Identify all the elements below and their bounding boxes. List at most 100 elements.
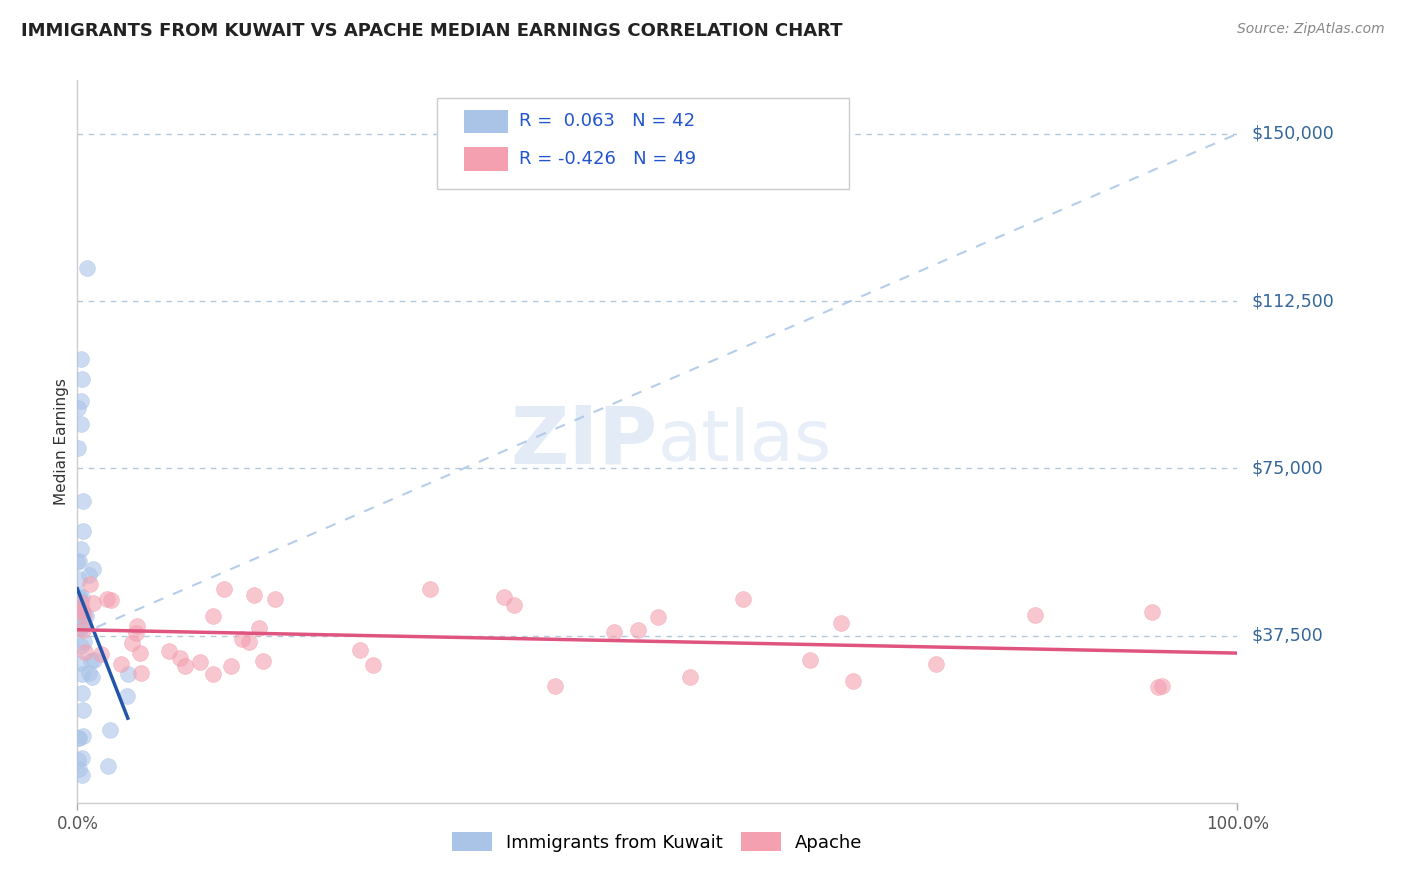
Point (70, 603, 93, 617)
Point (247, 622, 270, 636)
Point (243, 588, 266, 602)
Point (419, 582, 441, 597)
Point (72, 623, 94, 637)
Point (97, 759, 120, 773)
Point (349, 643, 371, 657)
Point (73, 608, 96, 623)
Point (647, 609, 669, 624)
Point (72, 372, 94, 386)
Point (98, 723, 121, 737)
Point (157, 644, 180, 658)
Point (67, 762, 90, 776)
Point (129, 666, 152, 681)
Text: ZIP: ZIP (510, 402, 658, 481)
Point (110, 657, 132, 671)
Point (76, 260, 98, 275)
Text: Source: ZipAtlas.com: Source: ZipAtlas.com (1237, 22, 1385, 37)
Point (70, 590, 93, 604)
Point (66, 441, 89, 455)
FancyBboxPatch shape (464, 110, 508, 133)
Point (72, 494, 94, 508)
Text: atlas: atlas (658, 407, 832, 476)
Point (96, 592, 118, 607)
Point (66, 754, 89, 768)
Point (830, 615, 852, 630)
Point (799, 653, 821, 667)
Point (70, 595, 93, 609)
Y-axis label: Median Earnings: Median Earnings (53, 378, 69, 505)
Text: R =  0.063   N = 42: R = 0.063 N = 42 (519, 112, 696, 130)
Point (1140, 605, 1163, 619)
Point (492, 591, 515, 605)
Point (73, 635, 96, 649)
Point (502, 599, 524, 613)
Point (72, 617, 94, 632)
Point (263, 592, 285, 607)
Point (219, 659, 242, 673)
Point (924, 657, 946, 671)
Point (190, 655, 212, 669)
Point (70, 768, 93, 782)
Point (603, 624, 626, 639)
Point (231, 632, 253, 647)
Point (82, 596, 104, 610)
Legend: Immigrants from Kuwait, Apache: Immigrants from Kuwait, Apache (444, 824, 870, 859)
Point (75, 608, 97, 623)
Point (67, 554, 90, 568)
Point (72, 524, 94, 538)
Point (679, 670, 702, 684)
Point (72, 750, 94, 764)
Point (69, 417, 91, 431)
Point (67, 601, 90, 615)
Point (90, 648, 112, 662)
Point (79, 576, 101, 591)
Point (66, 731, 89, 745)
Point (69, 394, 91, 409)
Point (1147, 680, 1170, 694)
Point (627, 623, 650, 637)
Point (70, 639, 93, 653)
Point (212, 582, 235, 596)
Point (67, 591, 90, 605)
Point (201, 609, 224, 624)
Point (124, 625, 146, 640)
Point (80, 670, 103, 684)
Text: $75,000: $75,000 (1251, 459, 1323, 477)
Point (1152, 679, 1174, 693)
Text: $150,000: $150,000 (1251, 125, 1334, 143)
Point (67, 572, 90, 586)
Text: IMMIGRANTS FROM KUWAIT VS APACHE MEDIAN EARNINGS CORRELATION CHART: IMMIGRANTS FROM KUWAIT VS APACHE MEDIAN … (21, 22, 842, 40)
Point (72, 605, 94, 619)
Point (115, 689, 138, 703)
Point (117, 666, 139, 681)
Point (72, 703, 94, 717)
Point (69, 656, 91, 670)
Point (82, 562, 104, 576)
Point (75, 645, 97, 659)
Point (72, 730, 94, 744)
FancyBboxPatch shape (464, 147, 508, 170)
Point (67, 609, 90, 624)
Point (100, 593, 122, 607)
Point (129, 646, 152, 660)
Point (731, 591, 754, 606)
FancyBboxPatch shape (437, 98, 849, 189)
Text: $37,500: $37,500 (1251, 626, 1323, 645)
Point (125, 619, 148, 633)
Point (67, 731, 90, 746)
Point (66, 401, 89, 416)
Point (70, 541, 93, 556)
Point (121, 635, 143, 649)
Point (70, 620, 93, 634)
Text: $112,500: $112,500 (1251, 292, 1334, 310)
Point (77, 666, 100, 681)
Point (70, 352, 93, 367)
Point (252, 654, 274, 668)
Point (173, 658, 195, 673)
Point (238, 634, 260, 648)
Point (70, 667, 93, 681)
Point (83, 653, 105, 667)
Point (361, 658, 384, 673)
Point (842, 673, 865, 688)
Point (202, 667, 225, 681)
